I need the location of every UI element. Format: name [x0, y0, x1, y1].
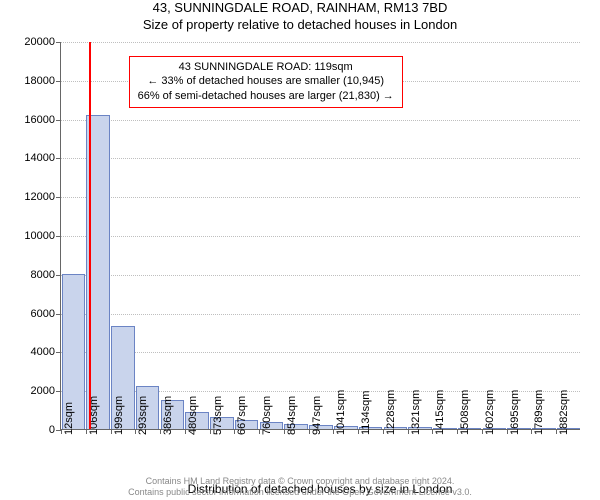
x-tick-mark — [284, 429, 285, 434]
x-tick-label: 480sqm — [187, 396, 199, 435]
x-tick-mark — [482, 429, 483, 434]
gridline — [61, 275, 580, 276]
footer-line-2: Contains public sector information licen… — [0, 487, 600, 498]
x-tick-mark — [61, 429, 62, 434]
y-tick-label: 8000 — [31, 269, 61, 281]
y-tick-label: 18000 — [24, 75, 61, 87]
annotation-line: 66% of semi-detached houses are larger (… — [138, 89, 394, 104]
gridline — [61, 120, 580, 121]
x-tick-mark — [507, 429, 508, 434]
x-tick-label: 1415sqm — [434, 390, 446, 435]
x-tick-label: 1882sqm — [558, 390, 570, 435]
x-tick-label: 1789sqm — [533, 390, 545, 435]
x-tick-label: 1602sqm — [484, 390, 496, 435]
x-tick-label: 293sqm — [137, 396, 149, 435]
plot-area: 0200040006000800010000120001400016000180… — [60, 42, 580, 430]
x-tick-label: 1228sqm — [385, 390, 397, 435]
annotation-line: 43 SUNNINGDALE ROAD: 119sqm — [138, 60, 394, 75]
footer-line-1: Contains HM Land Registry data © Crown c… — [0, 476, 600, 487]
x-tick-label: 12sqm — [63, 402, 75, 435]
x-tick-mark — [358, 429, 359, 434]
y-tick-label: 6000 — [31, 308, 61, 320]
x-tick-label: 947sqm — [311, 396, 323, 435]
x-tick-label: 1134sqm — [360, 391, 372, 435]
y-tick-label: 0 — [49, 424, 61, 436]
annotation-box: 43 SUNNINGDALE ROAD: 119sqm← 33% of deta… — [129, 56, 403, 109]
x-tick-mark — [185, 429, 186, 434]
x-tick-label: 667sqm — [236, 396, 248, 435]
page-subtitle: Size of property relative to detached ho… — [0, 17, 600, 32]
x-tick-label: 1041sqm — [335, 390, 347, 435]
gridline — [61, 236, 580, 237]
y-tick-label: 14000 — [24, 152, 61, 164]
gridline — [61, 314, 580, 315]
x-tick-mark — [86, 429, 87, 434]
gridline — [61, 352, 580, 353]
x-tick-mark — [309, 429, 310, 434]
x-tick-label: 1321sqm — [410, 390, 422, 435]
x-tick-label: 760sqm — [261, 396, 273, 435]
x-tick-mark — [259, 429, 260, 434]
footer-attribution: Contains HM Land Registry data © Crown c… — [0, 476, 600, 499]
x-tick-label: 1508sqm — [459, 390, 471, 435]
property-marker-line — [89, 42, 91, 429]
x-tick-label: 386sqm — [162, 396, 174, 435]
y-tick-label: 10000 — [24, 230, 61, 242]
histogram-chart: Number of detached properties 0200040006… — [60, 42, 580, 430]
x-tick-mark — [383, 429, 384, 434]
x-tick-mark — [160, 429, 161, 434]
y-tick-label: 2000 — [31, 385, 61, 397]
annotation-line: ← 33% of detached houses are smaller (10… — [138, 74, 394, 89]
gridline — [61, 197, 580, 198]
x-tick-label: 1695sqm — [509, 390, 521, 435]
x-tick-label: 854sqm — [286, 396, 298, 435]
x-tick-mark — [111, 429, 112, 434]
y-tick-label: 12000 — [24, 191, 61, 203]
x-tick-mark — [210, 429, 211, 434]
gridline — [61, 158, 580, 159]
x-tick-label: 573sqm — [212, 396, 224, 435]
x-tick-mark — [408, 429, 409, 434]
y-tick-label: 4000 — [31, 346, 61, 358]
y-tick-label: 20000 — [24, 36, 61, 48]
page-title: 43, SUNNINGDALE ROAD, RAINHAM, RM13 7BD — [0, 0, 600, 15]
y-tick-label: 16000 — [24, 114, 61, 126]
x-tick-label: 199sqm — [113, 396, 125, 435]
gridline — [61, 42, 580, 43]
